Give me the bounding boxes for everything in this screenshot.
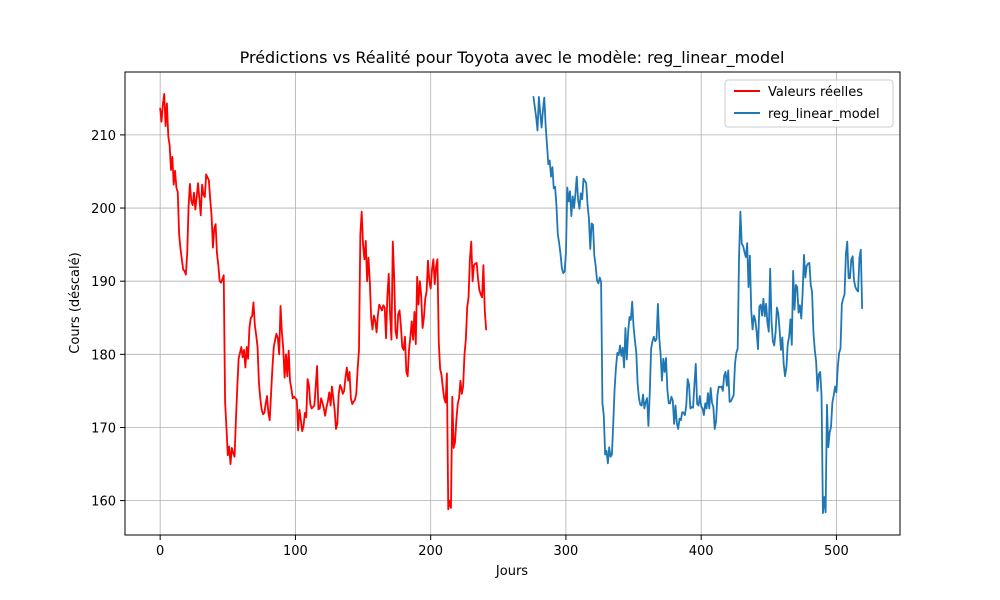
y-axis: 160 170 180 190 200 210 bbox=[91, 129, 125, 510]
plot-area bbox=[124, 71, 901, 536]
y-tick-label: 200 bbox=[91, 202, 116, 217]
x-tick-label: 500 bbox=[824, 544, 849, 559]
x-tick-label: 400 bbox=[689, 544, 714, 559]
x-tick-label: 0 bbox=[156, 544, 164, 559]
y-tick-label: 190 bbox=[91, 275, 116, 290]
chart-title: Prédictions vs Réalité pour Toyota avec … bbox=[240, 48, 785, 68]
legend: Valeurs réelles reg_linear_model bbox=[724, 79, 894, 128]
legend-box bbox=[724, 79, 894, 128]
y-tick-label: 160 bbox=[91, 495, 116, 510]
plot-background bbox=[125, 72, 900, 535]
legend-label-model: reg_linear_model bbox=[768, 107, 880, 122]
series-layer bbox=[159, 93, 864, 514]
x-tick-label: 200 bbox=[418, 544, 443, 559]
legend-label-actual: Valeurs réelles bbox=[768, 85, 863, 100]
x-axis: 0 100 200 300 400 500 bbox=[156, 535, 849, 559]
x-tick-label: 100 bbox=[283, 544, 308, 559]
y-tick-label: 180 bbox=[91, 348, 116, 363]
series-line-model bbox=[532, 95, 864, 514]
series-line-actual bbox=[159, 93, 488, 511]
x-axis-label: Jours bbox=[495, 564, 528, 579]
y-axis-label: Cours (déscalé) bbox=[68, 252, 83, 353]
y-tick-label: 210 bbox=[91, 129, 116, 144]
x-tick-label: 300 bbox=[554, 544, 579, 559]
plot-frame bbox=[124, 71, 901, 536]
y-tick-label: 170 bbox=[91, 421, 116, 436]
